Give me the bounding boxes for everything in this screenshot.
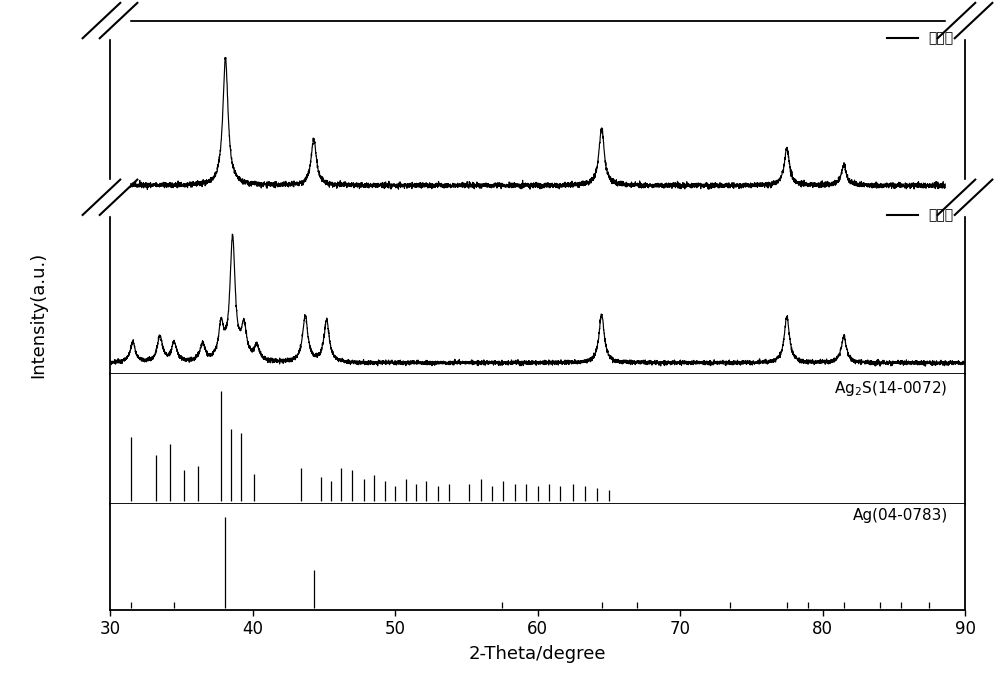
Legend: 硫化前: 硫化前 bbox=[882, 26, 959, 51]
Text: Intensity(a.u.): Intensity(a.u.) bbox=[29, 252, 47, 378]
Polygon shape bbox=[91, 179, 129, 215]
Polygon shape bbox=[91, 3, 129, 38]
Text: Ag$_2$S(14-0072): Ag$_2$S(14-0072) bbox=[834, 379, 948, 398]
Legend: 硫化后: 硫化后 bbox=[882, 203, 959, 228]
Text: Ag(04-0783): Ag(04-0783) bbox=[853, 508, 948, 523]
Polygon shape bbox=[946, 3, 984, 38]
Polygon shape bbox=[946, 179, 984, 215]
X-axis label: 2-Theta/degree: 2-Theta/degree bbox=[469, 645, 606, 663]
